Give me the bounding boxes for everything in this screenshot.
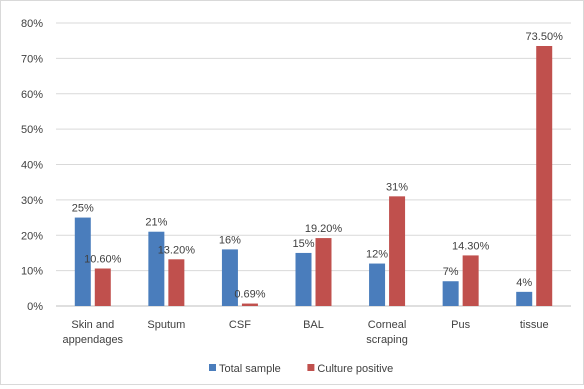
- y-tick-label: 50%: [21, 124, 43, 136]
- category-label: Corneal: [368, 319, 407, 331]
- bar: [315, 238, 332, 306]
- data-label: 19.20%: [305, 223, 343, 235]
- y-tick-label: 70%: [21, 53, 43, 65]
- bar: [221, 249, 238, 306]
- bar: [241, 303, 258, 306]
- y-axis-ticks: 0% 10% 20% 30% 40% 50% 60% 70% 80%: [21, 18, 43, 313]
- data-label: 21%: [145, 217, 167, 229]
- bars: [74, 45, 553, 307]
- y-tick-label: 0%: [27, 301, 43, 313]
- category-labels: Skin and appendages Sputum CSF BAL Corneal scr…: [63, 319, 549, 346]
- category-label: Sputum: [147, 319, 185, 331]
- category-label: Pus: [451, 319, 470, 331]
- data-label: 12%: [366, 249, 388, 261]
- y-tick-label: 30%: [21, 195, 43, 207]
- data-label: 31%: [386, 181, 408, 193]
- y-tick-label: 20%: [21, 230, 43, 242]
- y-tick-label: 40%: [21, 160, 43, 172]
- category-label: Skin and: [71, 319, 114, 331]
- category-label: tissue: [520, 319, 549, 331]
- bar: [94, 268, 111, 306]
- category-label: scraping: [366, 334, 408, 346]
- data-label: 15%: [292, 238, 314, 250]
- y-tick-label: 80%: [21, 18, 43, 30]
- bar: [74, 217, 91, 306]
- bar: [442, 281, 459, 306]
- bar: [536, 45, 553, 307]
- bar: [168, 259, 185, 306]
- data-label: 7%: [443, 266, 459, 278]
- gridlines: [56, 22, 571, 307]
- category-label: CSF: [229, 319, 251, 331]
- bar: [389, 196, 406, 306]
- data-label: 16%: [219, 234, 241, 246]
- data-label: 4%: [516, 277, 532, 289]
- bar: [148, 231, 165, 306]
- legend: Total sample Culture positive: [209, 363, 393, 375]
- bar: [369, 263, 386, 306]
- legend-label: Culture positive: [317, 363, 393, 375]
- y-tick-label: 60%: [21, 89, 43, 101]
- data-label: 25%: [72, 203, 94, 215]
- bar: [462, 255, 479, 306]
- bar: [516, 291, 533, 306]
- data-label: 10.60%: [84, 254, 122, 266]
- data-label: 14.30%: [452, 240, 490, 252]
- category-label: BAL: [303, 319, 324, 331]
- category-label: appendages: [63, 334, 124, 346]
- y-tick-label: 10%: [21, 266, 43, 278]
- legend-swatch: [307, 364, 315, 371]
- data-label: 73.50%: [526, 31, 564, 43]
- bar: [295, 252, 312, 306]
- data-label: 0.69%: [234, 289, 265, 301]
- legend-label: Total sample: [219, 363, 281, 375]
- legend-swatch: [209, 364, 216, 371]
- data-label: 13.20%: [158, 244, 196, 256]
- data-labels: 25% 10.60% 21% 13.20% 16% 0.69% 15% 19.20% 12% 31…: [72, 31, 563, 301]
